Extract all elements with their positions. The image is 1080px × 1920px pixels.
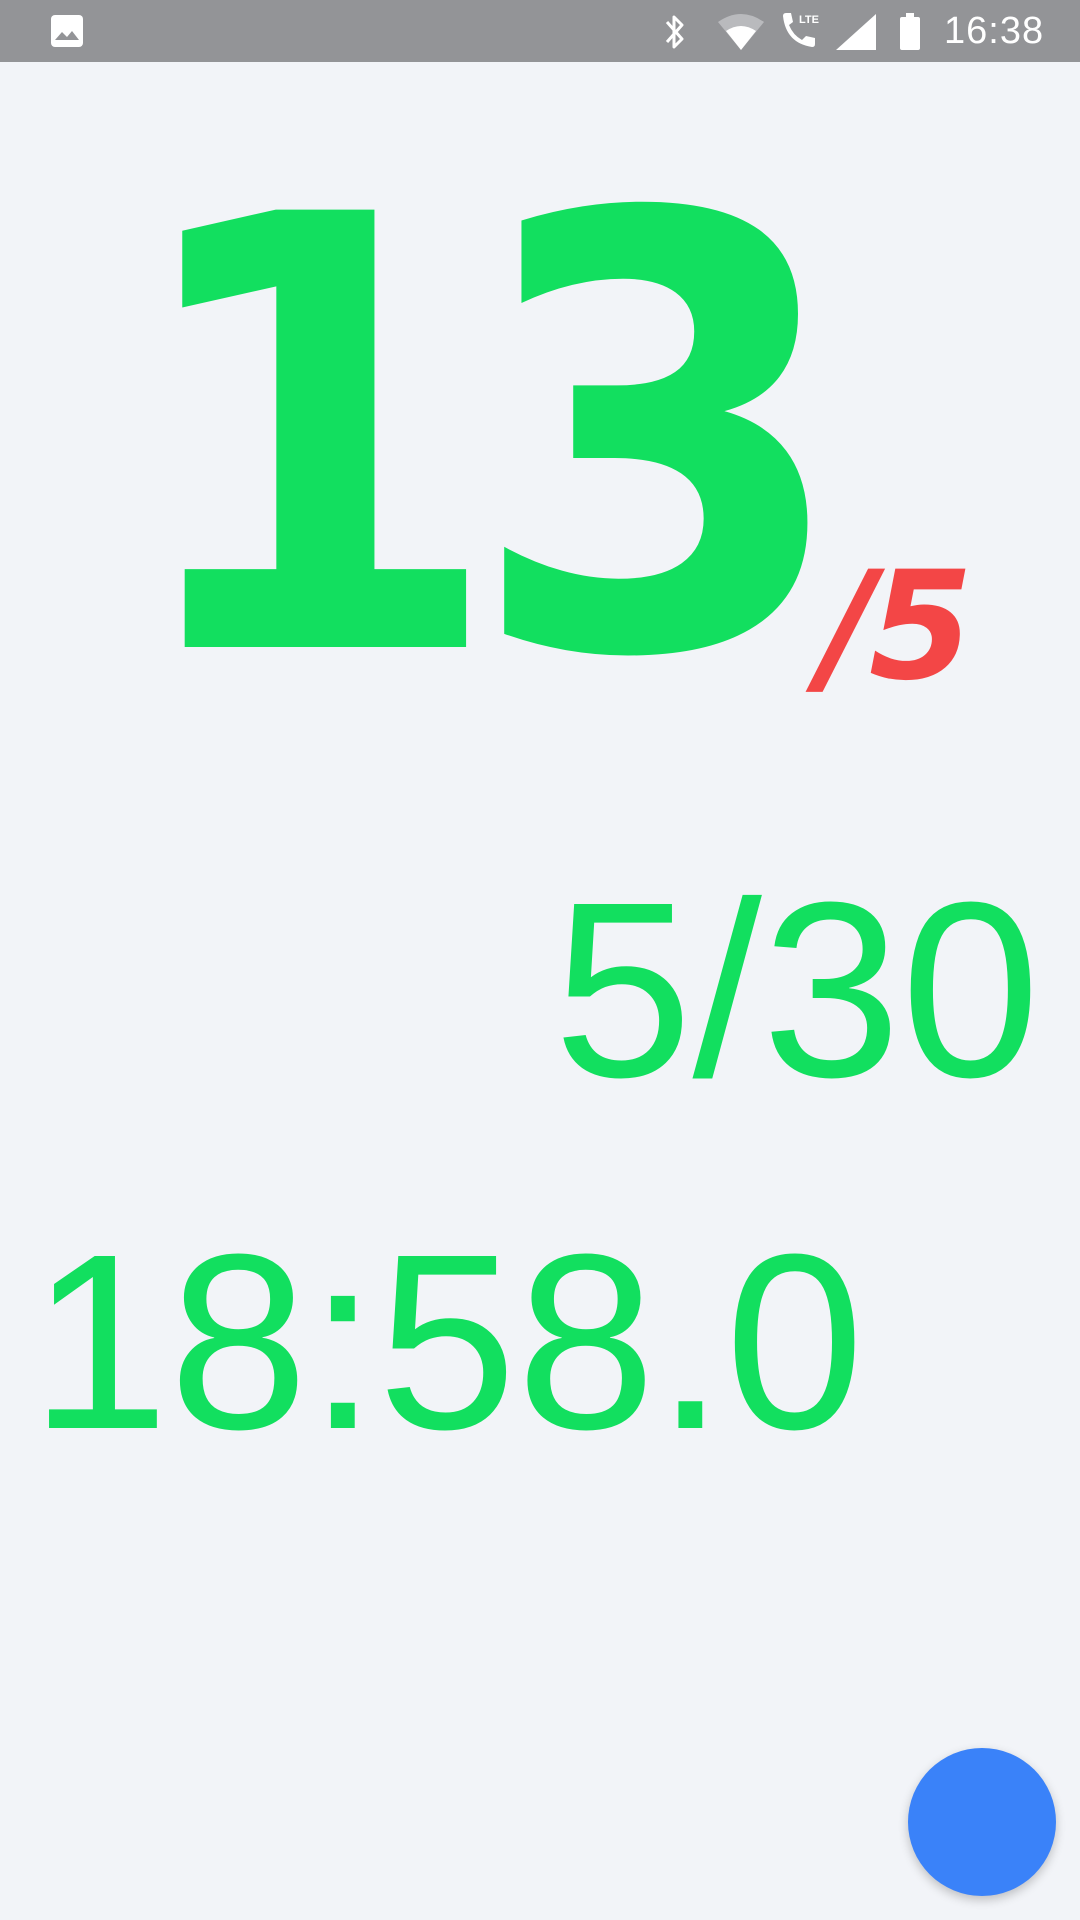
- status-time: 16:38: [944, 10, 1045, 52]
- lap-counter: 13 /5: [120, 90, 973, 789]
- gallery-icon: [51, 15, 83, 47]
- svg-text:LTE: LTE: [799, 14, 819, 26]
- bluetooth-icon: [665, 15, 684, 49]
- action-button[interactable]: [908, 1748, 1056, 1896]
- wifi-icon: [718, 14, 764, 50]
- lte-call-icon: LTE: [783, 13, 819, 47]
- signal-icon: [836, 14, 876, 50]
- progress-fraction: 5/30: [553, 850, 1040, 1129]
- lap-count-value: 13: [120, 90, 851, 789]
- elapsed-timer: 18:58.0: [30, 1202, 865, 1481]
- lap-count-suffix: /5: [820, 540, 973, 714]
- status-bar: LTE 16:38: [0, 0, 1080, 62]
- battery-icon: [900, 13, 920, 50]
